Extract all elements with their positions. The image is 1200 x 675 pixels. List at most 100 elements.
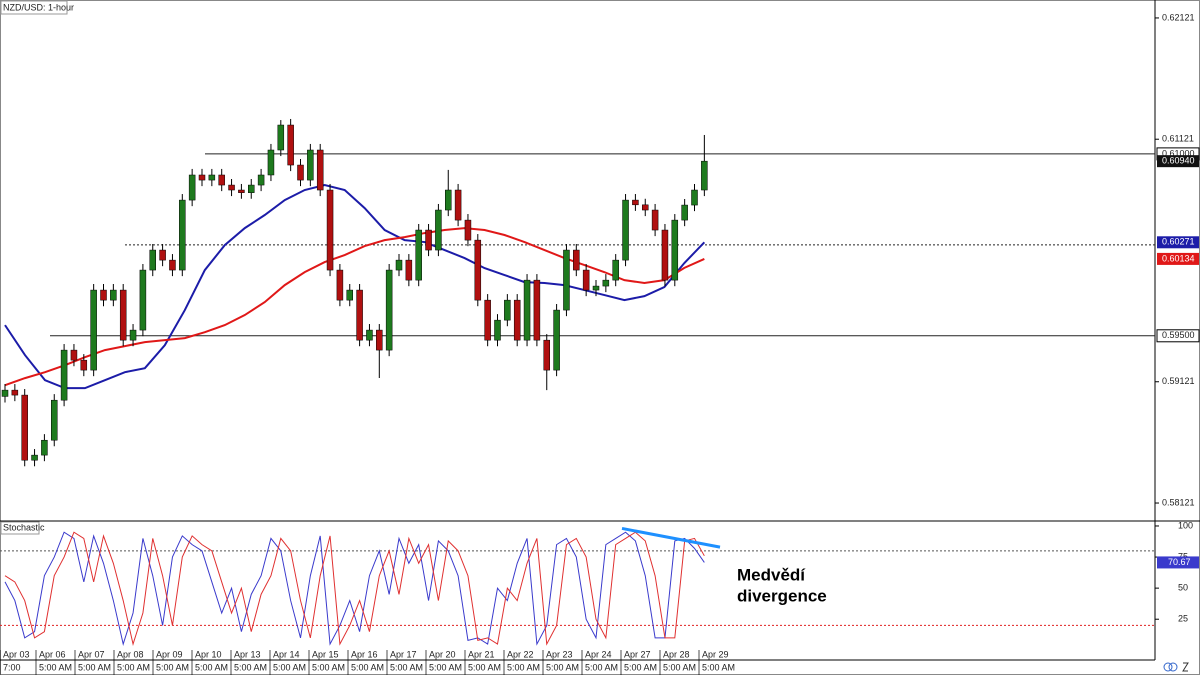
x-tick-label: 5:00 AM — [273, 662, 306, 672]
candle-body — [238, 189, 245, 193]
chart-title: NZD/USD: 1-hour — [3, 2, 74, 12]
candle-body — [307, 149, 314, 181]
x-tick-label: Apr 29 — [702, 649, 729, 659]
candle-body — [415, 229, 422, 281]
x-tick-label: 5:00 AM — [195, 662, 228, 672]
price-label-box — [1157, 556, 1199, 569]
last-price-label: 0.60940 — [1162, 156, 1195, 166]
y-tick-label: 25 — [1178, 614, 1188, 624]
candle-body — [51, 399, 58, 441]
y-tick-label: 0.61121 — [1162, 134, 1194, 144]
y-tick-label: 75 — [1178, 551, 1188, 561]
price-label-box — [1157, 252, 1199, 265]
moving-average — [4, 227, 705, 387]
price-label-box — [1156, 329, 1200, 343]
candle-body — [592, 285, 600, 291]
candle-body — [169, 259, 176, 271]
x-tick-label: 5:00 AM — [429, 662, 462, 672]
x-tick-label: Apr 10 — [195, 649, 222, 659]
annotation: Medvědí — [737, 565, 806, 584]
candle-body — [543, 339, 550, 371]
candle-body — [90, 289, 97, 371]
candle-body — [21, 394, 28, 461]
x-tick-label: Apr 09 — [156, 649, 183, 659]
candle-body — [297, 164, 304, 181]
x-tick-label: 5:00 AM — [351, 662, 384, 672]
candle-body — [642, 204, 649, 211]
candle-body — [316, 149, 324, 191]
candle-body — [366, 329, 373, 341]
candle-body — [198, 174, 206, 181]
x-tick-label: Apr 20 — [429, 649, 456, 659]
candle-body — [267, 149, 275, 176]
stoch-title: Stochastic — [3, 522, 45, 532]
candle-body — [523, 279, 531, 341]
candle-body — [1, 389, 9, 397]
candle-body — [129, 329, 137, 341]
x-tick-label: 5:00 AM — [663, 662, 696, 672]
x-tick-label: 5:00 AM — [78, 662, 111, 672]
x-tick-label: 5:00 AM — [468, 662, 501, 672]
candle-body — [188, 174, 196, 201]
y-tick-label: 100 — [1178, 520, 1193, 530]
candle-body — [494, 319, 501, 341]
candle-body — [464, 219, 472, 241]
x-tick-label: Apr 07 — [78, 649, 105, 659]
x-tick-label: Apr 14 — [273, 649, 300, 659]
candle-body — [553, 309, 560, 371]
candle-body — [425, 229, 432, 251]
candle-body — [454, 189, 462, 221]
candle-body — [80, 359, 88, 371]
x-tick-label: Apr 28 — [663, 649, 690, 659]
price-label-box — [1157, 236, 1199, 249]
candle-body — [110, 289, 117, 301]
x-tick-label: 5:00 AM — [39, 662, 72, 672]
x-tick-label: Apr 22 — [507, 649, 534, 659]
x-tick-label: Apr 27 — [624, 649, 651, 659]
candle-body — [395, 259, 403, 271]
candle-body — [484, 299, 491, 341]
x-tick-label: Apr 06 — [39, 649, 66, 659]
candle-body — [326, 189, 334, 271]
candle-body — [602, 279, 610, 287]
candle-body — [218, 174, 225, 186]
price-label: 0.60134 — [1162, 253, 1195, 263]
x-tick-label: 5:00 AM — [546, 662, 579, 672]
candle-body — [11, 389, 19, 396]
candle-body — [661, 229, 669, 281]
corner-icon — [1163, 662, 1189, 672]
x-tick-label: Apr 16 — [351, 649, 378, 659]
x-tick-label: Apr 21 — [468, 649, 495, 659]
candle-body — [356, 289, 363, 341]
y-tick-label: 0.62121 — [1162, 12, 1195, 22]
divergence-line — [621, 526, 721, 549]
candle-body — [287, 124, 294, 166]
candle-body — [248, 184, 255, 193]
candle-body — [159, 249, 166, 261]
price-label: 0.59500 — [1162, 330, 1195, 340]
candle-body — [612, 259, 619, 281]
candle-body — [149, 249, 156, 271]
candle-body — [228, 184, 235, 191]
stoch-title-box — [0, 521, 40, 535]
candle-body — [632, 199, 639, 206]
candle-body — [651, 209, 659, 231]
x-tick-label: Apr 13 — [234, 649, 261, 659]
price-label: 0.60271 — [1162, 237, 1195, 247]
candle-body — [563, 249, 570, 311]
candle-body — [405, 259, 413, 281]
price-label: 0.61000 — [1162, 148, 1195, 158]
x-tick-label: Apr 17 — [390, 649, 417, 659]
x-tick-label: 5:00 AM — [507, 662, 540, 672]
last-price-box — [1157, 155, 1199, 168]
candle-body — [139, 269, 147, 331]
candle-body — [70, 349, 78, 361]
price-label: 70.67 — [1168, 557, 1191, 567]
x-tick-label: 5:00 AM — [234, 662, 267, 672]
candle-body — [336, 269, 344, 301]
candle-body — [31, 454, 38, 461]
candle-body — [622, 199, 629, 261]
y-tick-label: 0.59121 — [1162, 376, 1195, 386]
candle-body — [671, 219, 679, 281]
x-tick-label: 5:00 AM — [624, 662, 657, 672]
